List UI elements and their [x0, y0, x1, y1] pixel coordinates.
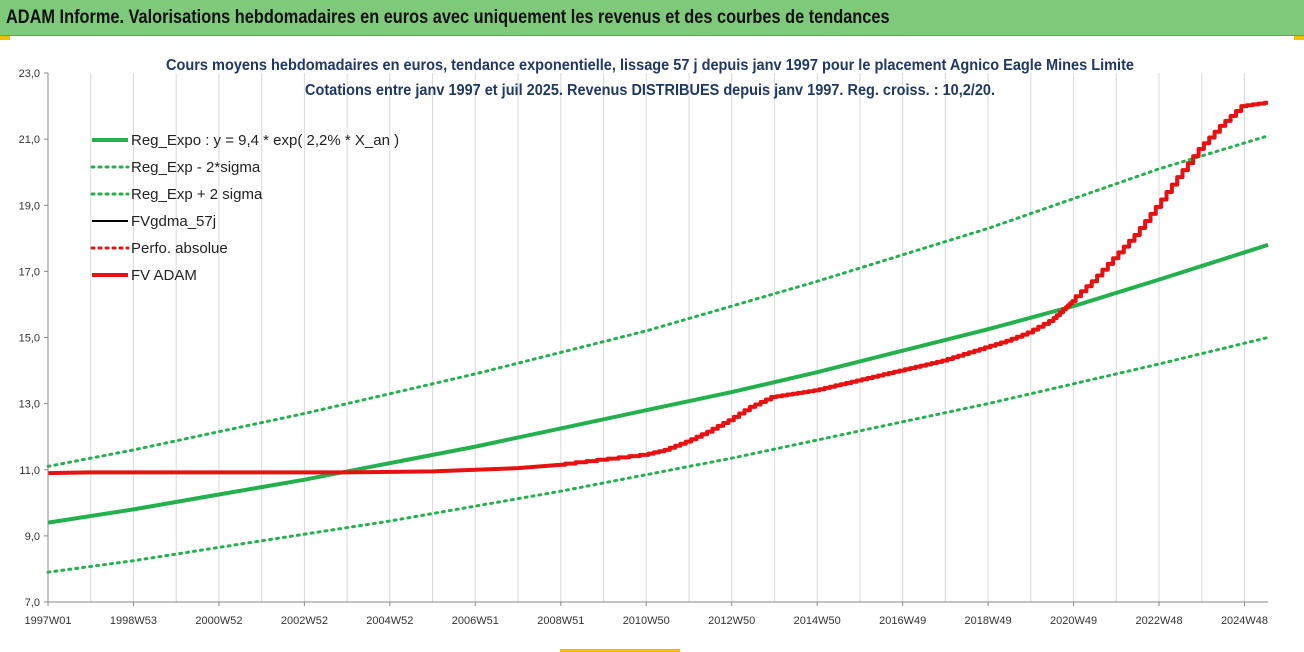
axis-layer: 7,0 9,0 11,0 13,0 15,0 17,0 19,0 21,0 23,0 1997W0… [19, 68, 1268, 627]
x-tick-label: 2016W49 [879, 615, 926, 627]
page-title: ADAM Informe. Valorisations hebdomadaire… [6, 7, 890, 28]
chart-container: 7,0 9,0 11,0 13,0 15,0 17,0 19,0 21,0 23,0 1997W0… [0, 40, 1304, 652]
grid-layer [90, 73, 1245, 602]
y-tick-label: 21,0 [19, 134, 40, 146]
y-tick-label: 15,0 [19, 333, 40, 345]
y-tick-label: 17,0 [19, 266, 40, 278]
series-line-0 [47, 242, 1269, 525]
x-tick-label: 2014W50 [794, 615, 841, 627]
x-tick-label: 2022W48 [1135, 615, 1182, 627]
x-tick-label: 2004W52 [366, 615, 413, 627]
bottom-accent [560, 649, 680, 652]
x-tick-label: 2010W50 [623, 615, 670, 627]
chart-subtitle: Cotations entre janv 1997 et juil 2025. … [305, 82, 995, 99]
corner-accent-right [1294, 36, 1304, 40]
window-header-bar: ADAM Informe. Valorisations hebdomadaire… [0, 0, 1304, 36]
legend-label-2: Reg_Exp + 2 sigma [131, 186, 263, 203]
series-line-2 [46, 134, 1270, 468]
y-tick-label: 9,0 [25, 531, 40, 543]
series-line-5 [47, 100, 1268, 476]
y-tick-label: 19,0 [19, 200, 40, 212]
legend-label-4: Perfo. absolue [131, 240, 228, 257]
x-tick-label: 1997W01 [24, 615, 71, 627]
x-tick-label: 2002W52 [281, 615, 328, 627]
legend-label-3: FVgdma_57j [131, 213, 216, 230]
y-tick-label: 13,0 [19, 399, 40, 411]
y-tick-label: 23,0 [19, 68, 40, 80]
x-tick-label: 2020W49 [1050, 615, 1097, 627]
x-tick-label: 2024W48 [1221, 615, 1268, 627]
series-layer [46, 100, 1270, 574]
x-tick-label: 2000W52 [195, 615, 242, 627]
x-tick-label: 2008W51 [537, 615, 584, 627]
y-tick-label: 11,0 [19, 465, 40, 477]
x-tick-label: 2012W50 [708, 615, 755, 627]
legend-label-5: FV ADAM [131, 267, 197, 284]
chart-legend: Reg_Expo : y = 9,4 * exp( 2,2% * X_an ) R… [90, 132, 399, 284]
line-chart: 7,0 9,0 11,0 13,0 15,0 17,0 19,0 21,0 23,0 1997W0… [19, 57, 1270, 627]
y-tick-label: 7,0 [25, 597, 40, 609]
series-line-1 [46, 336, 1270, 574]
legend-label-1: Reg_Exp - 2*sigma [131, 159, 261, 176]
x-tick-label: 2018W49 [965, 615, 1012, 627]
corner-accent-left [0, 36, 10, 40]
x-tick-label: 1998W53 [110, 615, 157, 627]
legend-label-0: Reg_Expo : y = 9,4 * exp( 2,2% * X_an ) [131, 132, 399, 149]
chart-title: Cours moyens hebdomadaires en euros, ten… [166, 57, 1134, 74]
x-tick-label: 2006W51 [452, 615, 499, 627]
